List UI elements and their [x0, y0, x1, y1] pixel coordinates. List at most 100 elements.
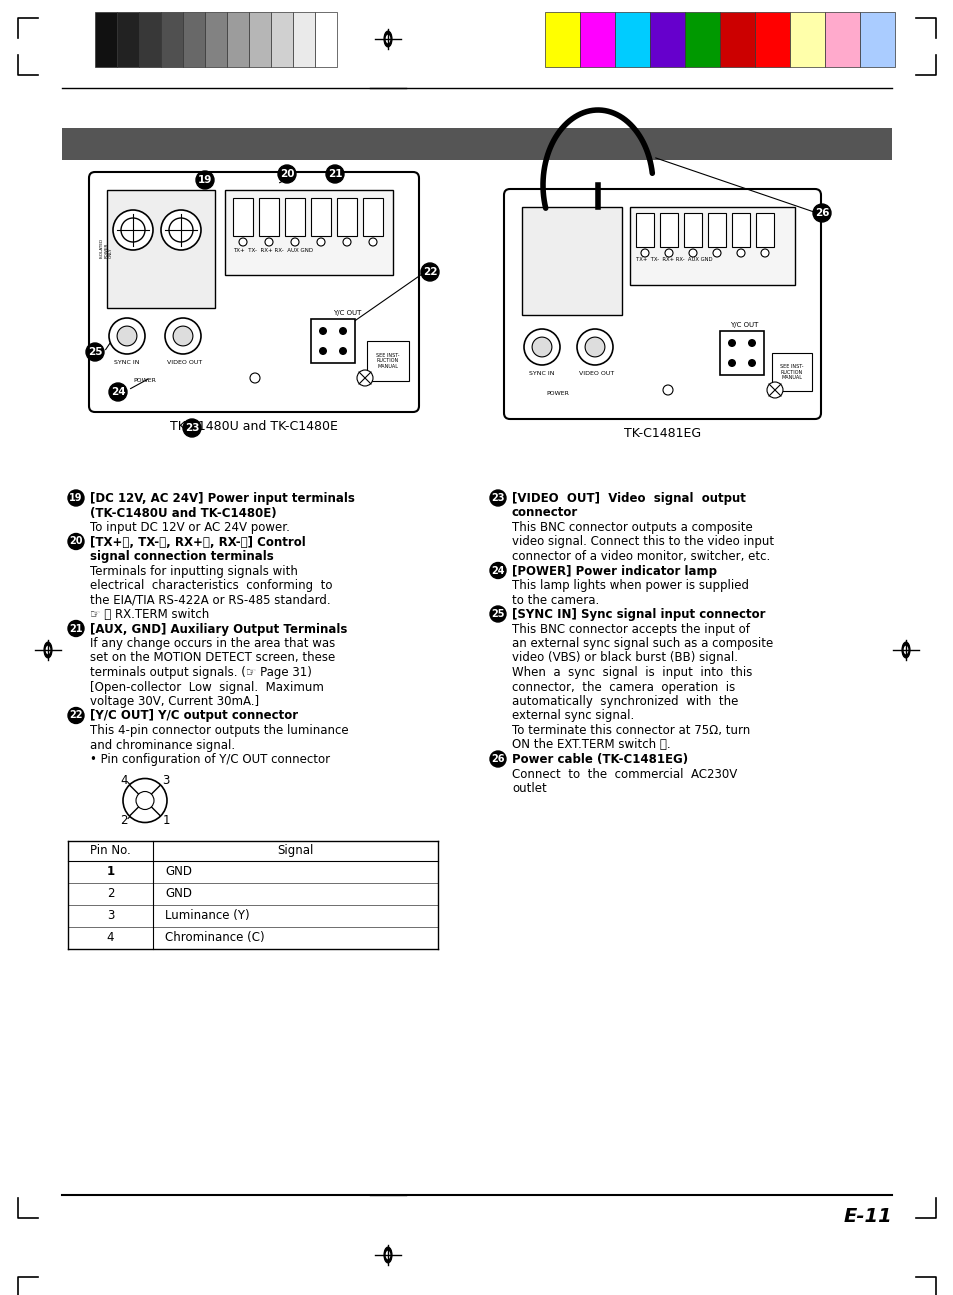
FancyBboxPatch shape	[503, 189, 821, 420]
Text: Power cable (TK-C1481EG): Power cable (TK-C1481EG)	[512, 752, 687, 767]
Circle shape	[688, 249, 697, 256]
Bar	[336, 198, 356, 236]
Bar	[755, 212, 773, 247]
Text: the EIA/TIA RS-422A or RS-485 standard.: the EIA/TIA RS-422A or RS-485 standard.	[90, 593, 331, 606]
Text: 4: 4	[120, 774, 128, 787]
Text: TK-C1480U and TK-C1480E: TK-C1480U and TK-C1480E	[170, 420, 337, 433]
Bar	[258, 198, 278, 236]
Bar	[720, 12, 754, 67]
Text: TK-C1481EG: TK-C1481EG	[623, 427, 700, 440]
Circle shape	[584, 337, 604, 357]
Bar	[731, 212, 749, 247]
Circle shape	[250, 373, 260, 383]
Bar	[227, 12, 249, 67]
Circle shape	[664, 249, 672, 256]
Text: Y/C OUT: Y/C OUT	[729, 322, 758, 328]
Text: 23: 23	[491, 493, 504, 502]
Circle shape	[747, 339, 755, 347]
Text: ON the EXT.TERM switch ⓳.: ON the EXT.TERM switch ⓳.	[512, 738, 670, 751]
Ellipse shape	[47, 646, 50, 654]
Text: connector: connector	[512, 506, 578, 519]
Text: 1: 1	[162, 815, 170, 828]
Bar	[629, 207, 794, 285]
Text: external sync signal.: external sync signal.	[512, 710, 634, 723]
Circle shape	[812, 205, 830, 221]
Circle shape	[727, 339, 735, 347]
Bar	[367, 341, 409, 381]
Bar	[521, 207, 621, 315]
Circle shape	[136, 791, 153, 809]
Text: ☞ ⓲ RX.TERM switch: ☞ ⓲ RX.TERM switch	[90, 607, 209, 622]
Text: 20: 20	[279, 170, 294, 179]
Circle shape	[760, 249, 768, 256]
Text: 1: 1	[107, 865, 114, 878]
Circle shape	[369, 238, 376, 246]
Circle shape	[532, 337, 552, 357]
Ellipse shape	[902, 642, 909, 658]
Circle shape	[766, 382, 782, 398]
Text: 19: 19	[197, 175, 212, 185]
Circle shape	[86, 343, 104, 361]
Bar	[271, 12, 293, 67]
Ellipse shape	[384, 31, 392, 47]
Text: Connect  to  the  commercial  AC230V: Connect to the commercial AC230V	[512, 768, 737, 781]
Bar	[579, 12, 615, 67]
Text: Luminance (Y): Luminance (Y)	[165, 909, 250, 922]
Circle shape	[316, 238, 325, 246]
Bar	[139, 12, 161, 67]
Circle shape	[123, 778, 167, 822]
Bar	[615, 12, 649, 67]
Circle shape	[490, 490, 505, 506]
Circle shape	[338, 347, 347, 355]
Text: SEE INST-
RUCTION
MANUAL: SEE INST- RUCTION MANUAL	[780, 364, 803, 381]
Text: This BNC connector accepts the input of: This BNC connector accepts the input of	[512, 623, 749, 636]
Bar	[233, 198, 253, 236]
Text: 20: 20	[70, 536, 83, 546]
Bar	[754, 12, 789, 67]
Text: Pin No.: Pin No.	[90, 844, 131, 857]
Text: outlet: outlet	[512, 782, 546, 795]
Bar	[683, 212, 701, 247]
Text: Signal: Signal	[277, 844, 314, 857]
Text: SEE INST-
RUCTION
MANUAL: SEE INST- RUCTION MANUAL	[375, 352, 399, 369]
Text: terminals output signals. (☞ Page 31): terminals output signals. (☞ Page 31)	[90, 666, 312, 679]
Bar	[293, 12, 314, 67]
Text: [TX+Ⓐ, TX-Ⓑ, RX+Ⓒ, RX-Ⓓ] Control: [TX+Ⓐ, TX-Ⓑ, RX+Ⓒ, RX-Ⓓ] Control	[90, 536, 305, 549]
Text: 26: 26	[491, 754, 504, 764]
Text: 3: 3	[162, 774, 170, 787]
Circle shape	[318, 328, 327, 335]
Bar	[62, 128, 891, 161]
Bar	[95, 12, 117, 67]
Bar	[107, 190, 214, 308]
Bar	[249, 12, 271, 67]
Text: signal connection terminals: signal connection terminals	[90, 550, 274, 563]
Text: 22: 22	[422, 267, 436, 277]
Text: TX+  TX-  RX+ RX-  AUX GND: TX+ TX- RX+ RX- AUX GND	[233, 249, 313, 253]
Circle shape	[737, 249, 744, 256]
Bar	[720, 332, 763, 376]
Text: [AUX, GND] Auxiliary Output Terminals: [AUX, GND] Auxiliary Output Terminals	[90, 623, 347, 636]
Text: 3: 3	[107, 909, 114, 922]
Text: To input DC 12V or AC 24V power.: To input DC 12V or AC 24V power.	[90, 521, 290, 534]
Text: This BNC connector outputs a composite: This BNC connector outputs a composite	[512, 521, 752, 534]
Bar	[824, 12, 859, 67]
Circle shape	[195, 171, 213, 189]
Text: • Pin configuration of Y/C OUT connector: • Pin configuration of Y/C OUT connector	[90, 752, 330, 767]
Text: 2: 2	[107, 887, 114, 900]
Circle shape	[640, 249, 648, 256]
Text: video signal. Connect this to the video input: video signal. Connect this to the video …	[512, 536, 773, 549]
Text: electrical  characteristics  conforming  to: electrical characteristics conforming to	[90, 579, 333, 592]
Bar	[649, 12, 684, 67]
Text: [SYNC IN] Sync signal input connector: [SYNC IN] Sync signal input connector	[512, 607, 764, 622]
Circle shape	[117, 326, 137, 346]
Text: This 4-pin connector outputs the luminance: This 4-pin connector outputs the luminan…	[90, 724, 348, 737]
Circle shape	[68, 490, 84, 506]
Circle shape	[112, 210, 152, 250]
Bar	[789, 12, 824, 67]
FancyBboxPatch shape	[89, 172, 418, 412]
Ellipse shape	[386, 35, 389, 43]
Circle shape	[68, 707, 84, 724]
Ellipse shape	[384, 1247, 392, 1263]
Circle shape	[712, 249, 720, 256]
Text: SYNC IN: SYNC IN	[114, 360, 139, 365]
